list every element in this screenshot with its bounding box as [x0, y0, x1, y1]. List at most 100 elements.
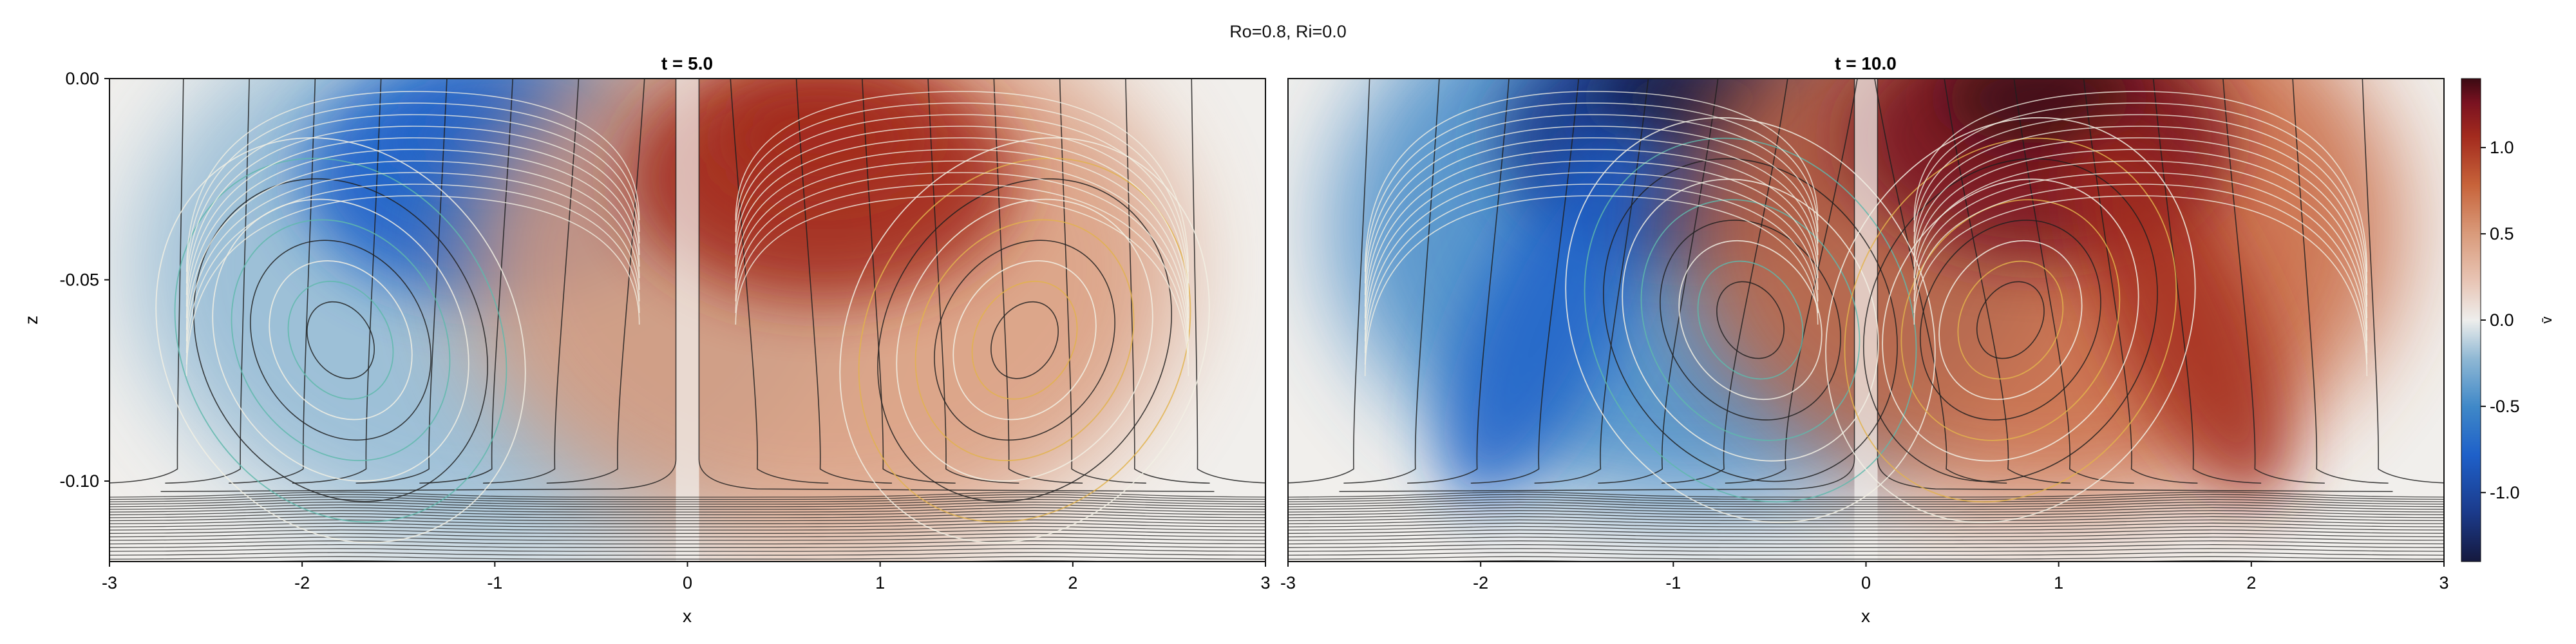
contour-surface-line	[1913, 160, 2368, 342]
contour-surface-line	[185, 114, 640, 296]
contour-surface-line	[1913, 137, 2368, 319]
contour-eddy-ring	[1938, 240, 2083, 401]
x-tick-label: 0	[683, 573, 692, 592]
contour-strat-line	[1288, 536, 2444, 541]
colorbar-gradient	[2461, 78, 2481, 562]
contour-surface-line	[735, 184, 1189, 365]
contour-strat-line	[109, 494, 1265, 500]
panel-t5-ylabel: z	[21, 316, 41, 325]
panel-t10: t = 10.0 -3 -2 -1 0 1 2 3 x	[1280, 53, 2449, 626]
contour-surface-line	[185, 195, 640, 377]
contour-strat-line	[1288, 548, 2444, 552]
x-tick-label: -2	[294, 573, 310, 592]
contour-streamline	[1059, 79, 1146, 484]
contour-eddy-ring	[231, 219, 451, 462]
contour-eddy-ring	[287, 280, 394, 400]
contour-eddy-ring	[1825, 117, 2196, 524]
contour-strat-line	[1288, 592, 2444, 594]
contour-strat-line	[109, 533, 1265, 538]
contour-surface-line	[1913, 126, 2368, 307]
contour-strat-line	[1288, 496, 2444, 502]
contour-streamline	[2013, 79, 2134, 484]
contour-streamline	[483, 79, 580, 484]
contour-strat-line	[109, 548, 1265, 552]
x-tick-label: 0	[1861, 573, 1871, 592]
contour-streamline	[419, 79, 514, 484]
contour-surface-line	[1364, 91, 1819, 272]
contour-streamline	[927, 79, 1019, 484]
panel-t5: t = 5.0 -3 -2 -1 0 1 2 3 0.00 -0.05 -0.10 x z	[21, 53, 1271, 626]
contour-surface-line	[735, 102, 1189, 284]
contour-eddy-ring	[1603, 158, 1898, 482]
contour-streamline	[355, 79, 448, 484]
panel-t10-axes: -3 -2 -1 0 1 2 3	[1280, 562, 2449, 592]
contour-surface-line	[185, 126, 640, 307]
contour-surface-line	[1913, 172, 2368, 354]
contour-eddy-ring	[1584, 137, 1917, 503]
contour-strat-line	[109, 597, 1265, 598]
contour-strat-line	[109, 501, 1265, 507]
contour-strat-line	[1288, 504, 2444, 510]
contour-surface-line	[1364, 172, 1819, 354]
contour-strat-line	[1288, 501, 2444, 507]
contour-surface-line	[735, 149, 1189, 330]
contour-strat-line	[109, 529, 1265, 534]
contour-eddy-ring	[1678, 240, 1823, 401]
contour-strat-line	[1288, 491, 2444, 498]
colorbar-label: v̄	[2539, 317, 2555, 324]
contour-streamline	[1944, 79, 2070, 484]
contour-streamline	[546, 79, 645, 484]
contour-strat-line	[1288, 533, 2444, 538]
contour-surface-line	[1364, 102, 1819, 284]
field-lobe-streak	[2072, 122, 2289, 500]
contour-streamline	[1662, 79, 1788, 484]
contour-strat-line	[1288, 494, 2444, 500]
contour-strat-line	[109, 526, 1265, 531]
contour-streamline	[1343, 79, 1440, 484]
contour-strat-line	[1288, 544, 2444, 548]
contour-strat-line	[109, 513, 1265, 518]
contour-strat-line	[1288, 556, 2444, 560]
contour-eddy-ring	[155, 137, 526, 544]
contour-streamline	[1288, 79, 1370, 484]
contour-surface-line	[735, 126, 1189, 307]
contour-surface-line	[1364, 195, 1819, 377]
x-tick-label: -3	[1280, 573, 1296, 592]
colorbar-tick-label: 1.0	[2490, 138, 2514, 157]
contour-eddy-ring	[896, 198, 1153, 482]
x-tick-label: 2	[2246, 573, 2256, 592]
contour-surface-line	[735, 114, 1189, 296]
figure-suptitle: Ro=0.8, Ri=0.0	[1229, 22, 1347, 41]
contour-surface-line	[185, 91, 640, 272]
contour-eddy-ring	[307, 301, 375, 379]
panel-t5-axes: -3 -2 -1 0 1 2 3 0.00 -0.05 -0.10	[59, 69, 1270, 592]
contour-streamline	[2292, 79, 2389, 484]
contour-streamline	[1598, 79, 1719, 484]
contour-streamline	[1125, 79, 1210, 484]
contour-strat-line	[109, 498, 1265, 505]
contour-eddy-ring	[877, 178, 1172, 502]
contour-surface-line	[735, 137, 1189, 319]
contour-strat-line	[1288, 510, 2444, 516]
contour-strat-line	[109, 544, 1265, 548]
contour-eddy-ring	[914, 219, 1135, 462]
contour-strat-line	[1288, 498, 2444, 505]
contour-streamline	[109, 79, 184, 484]
contour-eddy-ring	[1844, 137, 2177, 503]
contour-surface-line	[1364, 149, 1819, 330]
contour-strat-line	[1288, 569, 2444, 571]
contour-strat-line	[1288, 529, 2444, 534]
x-tick-label: 1	[875, 573, 885, 592]
contour-streamline	[2222, 79, 2325, 484]
panel-t5-title: t = 5.0	[661, 53, 713, 73]
contour-center-line	[1339, 79, 1855, 492]
colorbar-tick-label: -0.5	[2490, 397, 2520, 416]
contour-strat-line	[109, 496, 1265, 502]
contour-streamline	[730, 79, 829, 484]
contour-surface-line	[1364, 160, 1819, 342]
contour-streamline	[2362, 79, 2444, 484]
contour-eddy-ring	[971, 280, 1078, 400]
contour-streamline	[2152, 79, 2262, 484]
contour-surface-line	[1913, 149, 2368, 330]
contour-strat-line	[109, 552, 1265, 556]
